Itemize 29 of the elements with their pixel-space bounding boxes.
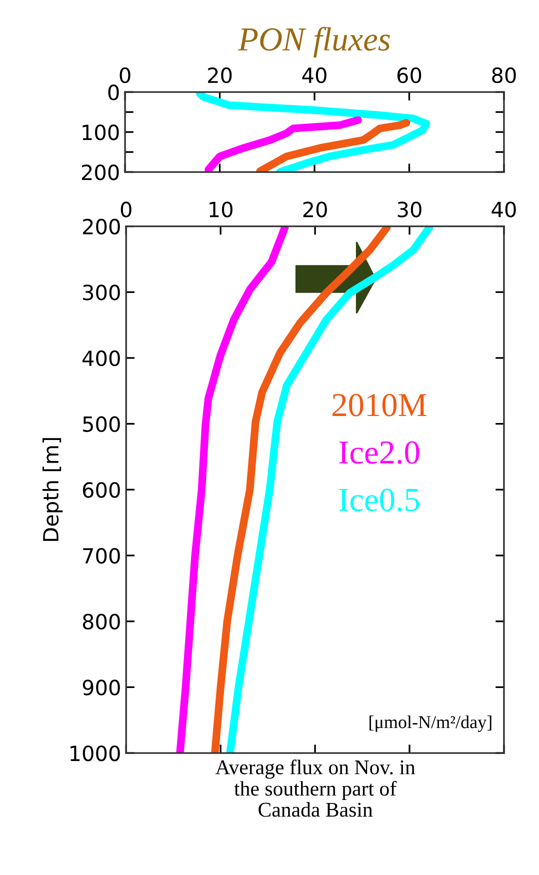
- y-tick-label: 300: [83, 284, 120, 300]
- y-tick-label: 900: [82, 680, 120, 696]
- text: Ice2.0: [339, 441, 420, 464]
- annotation: [μmol-N/m²/day]: [370, 716, 492, 732]
- y-axis-title: Depth [m]: [42, 438, 63, 541]
- y-tick-label: 500: [83, 416, 120, 432]
- y-tick-label: 400: [82, 350, 120, 366]
- y-tick-label: 700: [83, 548, 120, 564]
- x-tick-label: 40: [492, 202, 516, 218]
- y-tick-label: 0: [108, 84, 119, 100]
- text: Ice0.5: [339, 488, 420, 512]
- x-tick-label: 80: [492, 67, 516, 84]
- x-tick-label: 20: [208, 67, 232, 84]
- x-tick-label: 30: [398, 202, 422, 218]
- x-tick-label: 0: [120, 67, 130, 84]
- x-tick-label: 10: [210, 202, 232, 218]
- series-label: 2010M: [332, 394, 426, 416]
- y-tick-label: 800: [82, 614, 120, 630]
- x-tick-label: 20: [303, 202, 327, 218]
- x-tick-label: 60: [397, 67, 422, 84]
- chart-title: PON fluxes: [238, 26, 390, 58]
- y-tick-label: 200: [82, 164, 119, 180]
- x-tick-label: 0: [120, 202, 132, 218]
- x-tick-label: 40: [302, 67, 326, 84]
- y-tick-label: 200: [83, 218, 120, 234]
- y-tick-label: 1000: [70, 745, 120, 762]
- text: Average flux on Nov. in the southern part of Canada Basin: [215, 760, 416, 817]
- y-tick-label: 600: [82, 482, 120, 498]
- y-tick-label: 100: [82, 124, 119, 140]
